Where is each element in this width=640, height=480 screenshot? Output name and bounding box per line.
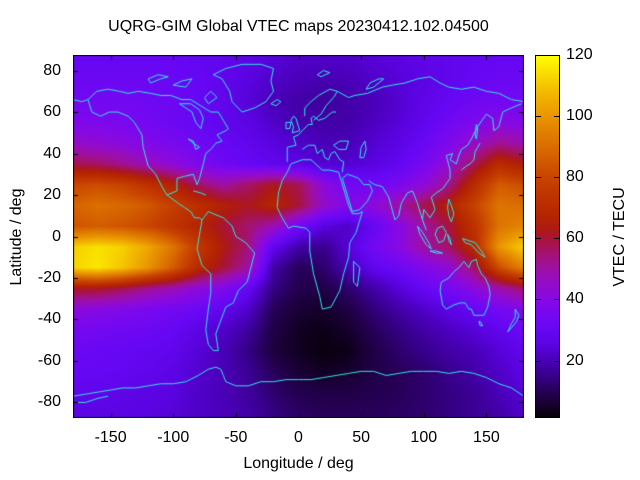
- y-tick-label: -40: [37, 310, 61, 328]
- x-axis-label: Longitude / deg: [243, 455, 354, 472]
- y-tick-label: 80: [43, 61, 61, 79]
- y-tick-label: 60: [43, 103, 61, 121]
- colorbar-label: VTEC / TECU: [611, 187, 628, 287]
- y-tick-label: 20: [43, 186, 61, 203]
- colorbar-tick-mark: [536, 116, 541, 117]
- colorbar-tick-mark: [554, 238, 559, 239]
- colorbar-tick-mark: [536, 55, 541, 56]
- x-tick-label: 150: [473, 429, 500, 446]
- vtec-heatmap-canvas: [73, 55, 524, 418]
- colorbar-tick-label: 80: [566, 168, 584, 186]
- y-tick-label: -60: [37, 351, 61, 369]
- y-tick-label: 0: [52, 227, 61, 245]
- colorbar-tick-mark: [554, 55, 559, 56]
- colorbar: [535, 55, 560, 418]
- colorbar-tick-mark: [554, 299, 559, 300]
- x-tick-label: 100: [410, 429, 438, 446]
- colorbar-tick-mark: [536, 177, 541, 178]
- x-tick-label: -100: [157, 429, 190, 446]
- x-tick-label: -50: [224, 429, 248, 446]
- colorbar-tick-mark: [536, 361, 541, 362]
- colorbar-tick-label: 120: [566, 46, 593, 63]
- colorbar-tick-label: 60: [566, 229, 584, 247]
- colorbar-tick-label: 40: [566, 290, 584, 308]
- y-tick-label: -80: [37, 393, 61, 411]
- colorbar-tick-mark: [554, 177, 559, 178]
- x-tick-label: -150: [94, 429, 127, 446]
- x-tick-label: 50: [352, 429, 371, 446]
- y-tick-label: -20: [37, 268, 61, 286]
- y-tick-label: 40: [43, 144, 61, 162]
- colorbar-tick-mark: [536, 299, 541, 300]
- colorbar-tick-mark: [554, 116, 559, 117]
- x-tick-label: 0: [294, 429, 303, 446]
- colorbar-tick-label: 100: [566, 107, 593, 125]
- colorbar-tick-label: 20: [566, 351, 584, 369]
- colorbar-tick-mark: [536, 238, 541, 239]
- chart-title: UQRG-GIM Global VTEC maps 20230412.102.0…: [108, 18, 489, 35]
- colorbar-tick-mark: [554, 361, 559, 362]
